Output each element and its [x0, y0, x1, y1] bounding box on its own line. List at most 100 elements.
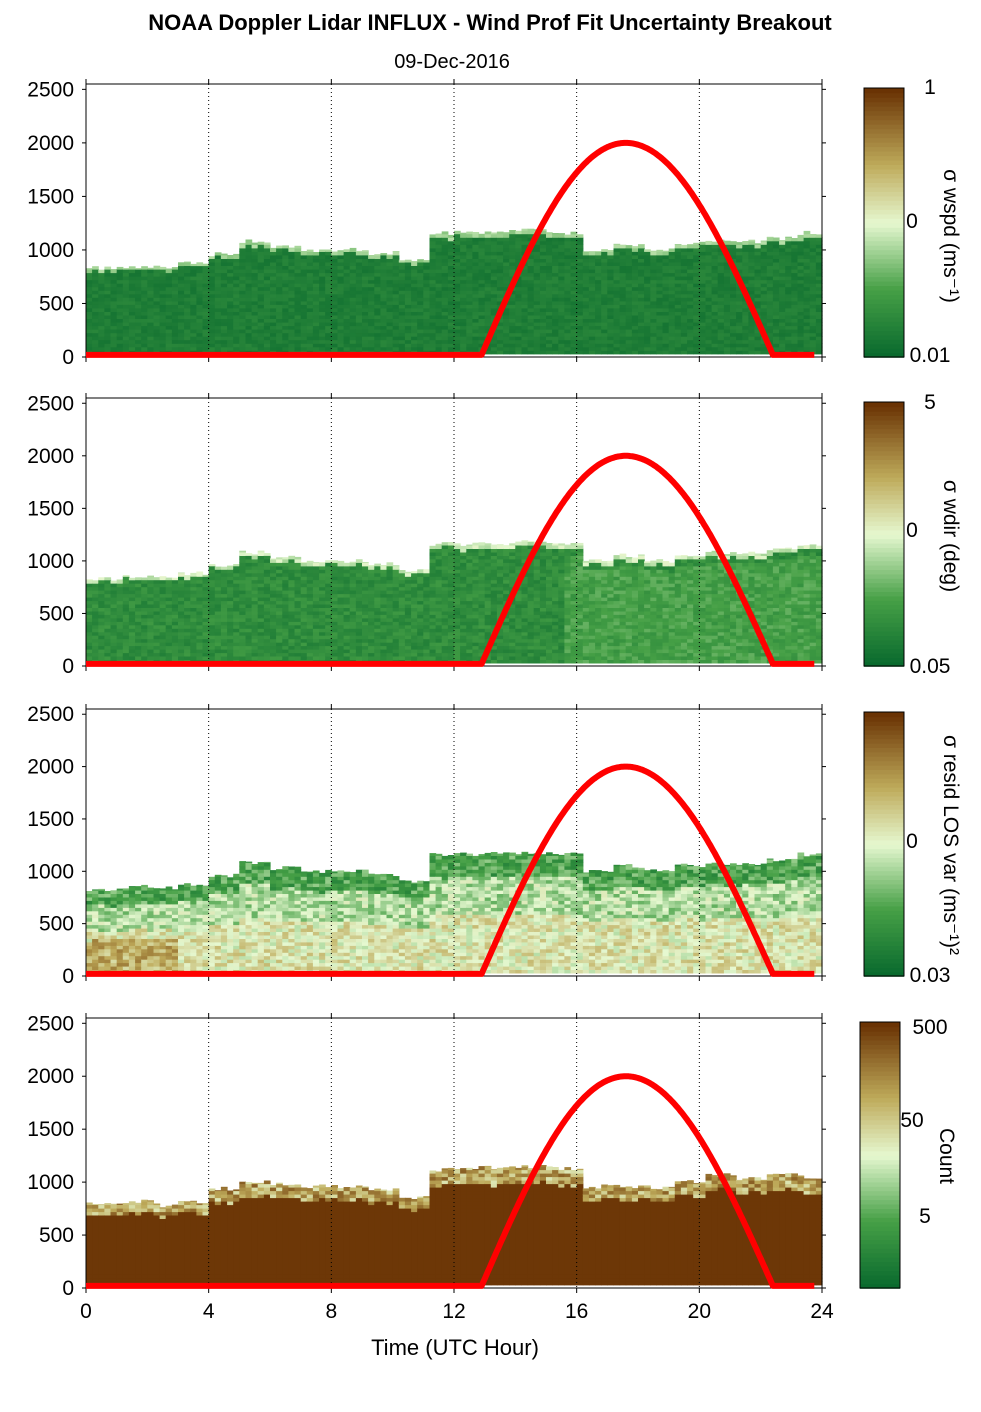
heatmap-cell: [276, 597, 283, 602]
heatmap-cell: [705, 272, 713, 277]
heatmap-cell: [595, 307, 602, 312]
heatmap-cell: [184, 293, 191, 298]
heatmap-cell: [803, 251, 811, 256]
heatmap-cell: [245, 628, 253, 633]
heatmap-cell: [552, 336, 559, 341]
heatmap-cell: [705, 311, 713, 316]
heatmap-cell: [766, 269, 774, 274]
heatmap-cell: [650, 339, 657, 344]
heatmap-cell: [478, 279, 486, 284]
heatmap-cell: [644, 318, 651, 323]
heatmap-cell: [503, 237, 510, 242]
heatmap-cell: [86, 329, 93, 334]
heatmap-cell: [288, 607, 296, 612]
heatmap-cell: [263, 332, 271, 337]
heatmap-cell: [251, 642, 259, 647]
heatmap-cell: [239, 590, 246, 595]
heatmap-cell: [312, 293, 320, 298]
heatmap-cell: [619, 336, 627, 341]
heatmap-cell: [227, 286, 234, 291]
heatmap-cell: [503, 343, 510, 348]
heatmap-cell: [276, 621, 283, 626]
heatmap-cell: [417, 290, 424, 295]
heatmap-cell: [178, 272, 185, 277]
heatmap-cell: [674, 286, 682, 291]
heatmap-cell: [202, 272, 210, 277]
heatmap-cell: [159, 272, 167, 277]
heatmap-cell: [736, 251, 743, 256]
heatmap-cell: [104, 621, 112, 626]
heatmap-cell: [460, 237, 467, 242]
heatmap-cell: [159, 269, 167, 274]
heatmap-cell: [245, 318, 253, 323]
heatmap-cell: [282, 311, 289, 316]
heatmap-cell: [515, 336, 522, 341]
heatmap-cell: [392, 251, 400, 252]
heatmap-cell: [460, 276, 467, 281]
heatmap-cell: [214, 322, 222, 327]
heatmap-cell: [631, 318, 639, 323]
heatmap-cell: [135, 652, 142, 657]
heatmap-cell: [233, 254, 240, 259]
heatmap-cell: [141, 269, 148, 274]
heatmap-cell: [184, 343, 191, 348]
heatmap-cell: [730, 329, 737, 334]
heatmap-cell: [687, 272, 694, 277]
heatmap-cell: [631, 251, 639, 256]
heatmap-cell: [171, 346, 179, 351]
heatmap-cell: [558, 240, 565, 245]
heatmap-cell: [662, 297, 670, 302]
heatmap-cell: [521, 339, 529, 344]
heatmap-cell: [521, 318, 529, 323]
heatmap-cell: [135, 300, 142, 305]
heatmap-cell: [680, 261, 688, 266]
heatmap-cell: [300, 322, 308, 327]
heatmap-cell: [404, 311, 412, 316]
heatmap-cell: [754, 350, 762, 355]
heatmap-cell: [263, 242, 271, 245]
heatmap-cell: [270, 649, 277, 654]
heatmap-cell: [644, 329, 651, 334]
heatmap-cell: [693, 339, 700, 344]
heatmap-cell: [86, 300, 93, 305]
heatmap-cell: [687, 251, 694, 256]
heatmap-cell: [306, 621, 314, 626]
heatmap-cell: [190, 329, 197, 334]
heatmap-cell: [171, 607, 179, 612]
heatmap-cell: [245, 565, 253, 570]
heatmap-cell: [454, 343, 461, 348]
heatmap-cell: [730, 283, 737, 288]
heatmap-cell: [447, 322, 455, 327]
heatmap-cell: [239, 597, 246, 602]
heatmap-cell: [503, 307, 510, 312]
heatmap-cell: [331, 272, 338, 277]
heatmap-cell: [404, 322, 412, 327]
heatmap-cell: [270, 569, 277, 574]
heatmap-cell: [251, 251, 259, 256]
heatmap-cell: [447, 325, 455, 330]
heatmap-cell: [546, 339, 553, 344]
heatmap-cell: [135, 286, 142, 291]
heatmap-cell: [398, 314, 406, 319]
heatmap-cell: [472, 318, 480, 323]
heatmap-cell: [208, 311, 216, 316]
heatmap-cell: [190, 579, 197, 584]
heatmap-cell: [337, 631, 345, 636]
heatmap-cell: [349, 343, 357, 348]
heatmap-cell: [748, 336, 756, 341]
heatmap-cell: [509, 336, 516, 341]
heatmap-cell: [325, 276, 332, 281]
heatmap-cell: [705, 265, 713, 270]
heatmap-cell: [680, 339, 688, 344]
heatmap-cell: [227, 265, 234, 270]
heatmap-cell: [423, 276, 430, 281]
heatmap-cell: [638, 261, 645, 266]
heatmap-cell: [165, 624, 173, 629]
heatmap-cell: [772, 254, 780, 259]
heatmap-cell: [263, 555, 271, 560]
heatmap-cell: [564, 346, 572, 351]
heatmap-cell: [86, 631, 93, 636]
heatmap-cell: [515, 261, 522, 266]
heatmap-cell: [306, 265, 314, 270]
heatmap-cell: [779, 318, 786, 323]
